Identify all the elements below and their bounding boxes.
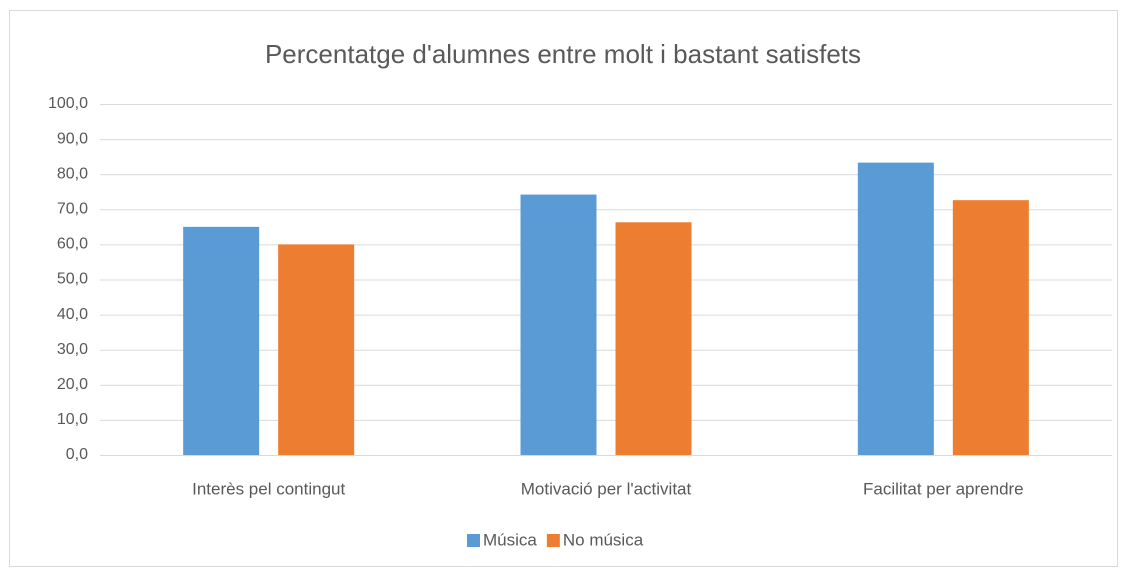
- y-tick-label: 40,0: [57, 306, 88, 323]
- y-tick-label: 60,0: [57, 236, 88, 253]
- legend-swatch: [467, 534, 480, 547]
- y-tick-label: 90,0: [57, 130, 88, 147]
- x-tick-label: Motivació per l'activitat: [521, 479, 692, 498]
- legend-label: No música: [563, 530, 644, 549]
- y-tick-label: 50,0: [57, 271, 88, 288]
- y-tick-label: 30,0: [57, 341, 88, 358]
- bar: [952, 200, 1029, 455]
- y-tick-label: 80,0: [57, 165, 88, 182]
- x-tick-label: Interès pel contingut: [192, 479, 345, 498]
- y-tick-label: 10,0: [57, 411, 88, 428]
- y-tick-label: 100,0: [48, 95, 88, 112]
- chart-title: Percentatge d'alumnes entre molt i basta…: [265, 39, 861, 69]
- y-tick-label: 0,0: [66, 446, 88, 463]
- y-tick-label: 20,0: [57, 376, 88, 393]
- bar: [520, 194, 597, 456]
- bar: [183, 226, 260, 455]
- bar: [857, 162, 934, 455]
- legend-label: Música: [483, 530, 537, 549]
- x-tick-label: Facilitat per aprendre: [863, 479, 1024, 498]
- legend-swatch: [546, 534, 560, 547]
- y-tick-label: 70,0: [57, 201, 88, 218]
- bar: [278, 244, 355, 455]
- bar: [615, 222, 692, 455]
